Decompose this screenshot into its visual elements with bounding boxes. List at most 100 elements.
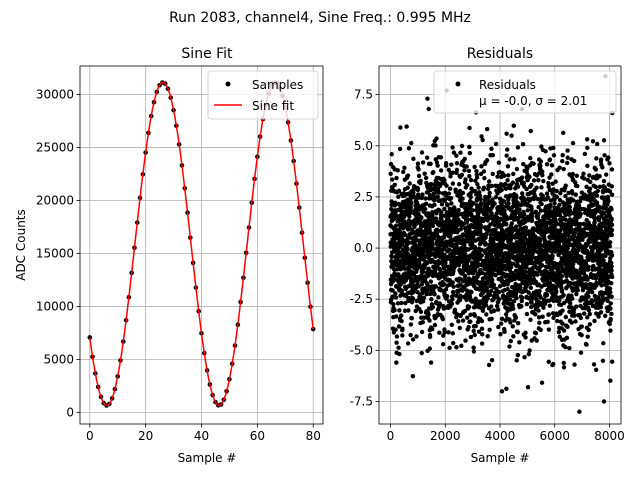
residual-point: [467, 144, 472, 150]
residual-point: [606, 198, 611, 204]
residual-point: [563, 212, 568, 218]
residual-point: [482, 197, 488, 203]
residual-point: [478, 223, 484, 228]
residual-point: [391, 278, 397, 283]
residual-point: [434, 136, 439, 141]
residual-point: [547, 303, 553, 308]
residual-point: [529, 300, 534, 305]
residual-point: [447, 247, 452, 252]
residual-point: [507, 344, 512, 349]
residual-point: [454, 153, 459, 158]
residual-point: [589, 289, 595, 295]
residual-point: [400, 333, 405, 338]
residual-point: [410, 337, 416, 342]
residual-point: [468, 194, 473, 200]
residual-point: [585, 163, 590, 169]
residual-point: [513, 274, 518, 279]
residual-point: [411, 289, 416, 295]
residual-point: [545, 195, 551, 200]
residual-point: [568, 281, 573, 286]
residual-outlier-point: [425, 96, 430, 101]
residual-point: [491, 308, 497, 313]
residual-point: [515, 352, 521, 358]
residual-point: [525, 208, 530, 213]
residual-point: [487, 194, 492, 199]
residual-point: [471, 328, 476, 334]
residual-point: [430, 242, 435, 248]
residual-point: [582, 151, 588, 157]
residual-point: [456, 207, 461, 213]
residual-point: [573, 192, 578, 197]
residual-point: [463, 177, 468, 182]
residual-point: [529, 207, 534, 212]
residual-point: [416, 167, 421, 172]
residual-point: [538, 295, 543, 300]
residual-point: [410, 374, 416, 379]
residual-point: [527, 348, 532, 353]
residual-point: [478, 196, 483, 202]
residual-point: [454, 250, 460, 255]
residual-point: [489, 357, 495, 363]
residual-point: [604, 172, 609, 177]
residual-point: [601, 178, 607, 184]
residual-point: [567, 300, 573, 306]
residual-point: [419, 215, 424, 220]
residual-point: [542, 301, 548, 307]
residual-point: [389, 254, 395, 260]
residual-point: [460, 196, 465, 201]
residual-point: [489, 146, 494, 152]
residual-point: [457, 297, 463, 303]
residual-point: [547, 280, 553, 285]
residual-point: [415, 161, 421, 166]
residual-point: [424, 261, 430, 266]
residual-point: [608, 316, 613, 322]
residual-point: [557, 197, 563, 203]
residual-point: [421, 315, 427, 320]
residual-point: [508, 264, 514, 270]
residual-point: [414, 334, 419, 339]
residual-point: [489, 211, 494, 216]
residual-point: [468, 319, 473, 324]
residual-point: [507, 256, 512, 261]
residual-point: [443, 160, 449, 166]
residual-point: [585, 334, 590, 339]
residual-point: [447, 345, 452, 351]
residual-point: [564, 335, 570, 341]
residual-point: [543, 149, 548, 154]
residual-point: [594, 156, 599, 161]
residual-point: [557, 202, 562, 208]
residual-point: [586, 294, 591, 299]
residual-point: [505, 282, 510, 287]
residual-point: [603, 313, 608, 318]
sine-fit-ytick-label: 0: [66, 405, 74, 419]
residual-point: [405, 341, 411, 346]
residual-point: [590, 139, 596, 144]
residual-point: [443, 287, 449, 292]
residual-point: [478, 241, 483, 246]
residual-point: [466, 282, 471, 287]
residual-point: [446, 330, 451, 335]
sine-fit-axes: Sine Fit 0 20 40 60 80 0 5000 10000 15000 20000 25…: [14, 46, 324, 465]
residual-point: [457, 325, 463, 331]
residual-point: [510, 204, 515, 210]
residual-point: [483, 240, 488, 246]
residual-point: [499, 187, 504, 193]
residual-point: [607, 240, 613, 245]
residual-point: [449, 162, 454, 167]
sine-fit-ytick-label: 5000: [43, 352, 74, 366]
residual-point: [519, 298, 524, 304]
residual-point: [446, 167, 451, 173]
residual-point: [540, 193, 545, 199]
residual-point: [590, 248, 595, 254]
residual-point: [517, 207, 522, 212]
residual-point: [609, 274, 615, 280]
residual-point: [538, 159, 544, 164]
residual-point: [441, 282, 447, 287]
residual-point: [409, 299, 415, 305]
residual-point: [397, 351, 402, 357]
residual-point: [565, 155, 570, 160]
residual-point: [545, 319, 550, 325]
residual-point: [519, 268, 524, 273]
residual-point: [480, 137, 485, 143]
residual-point: [409, 315, 414, 321]
